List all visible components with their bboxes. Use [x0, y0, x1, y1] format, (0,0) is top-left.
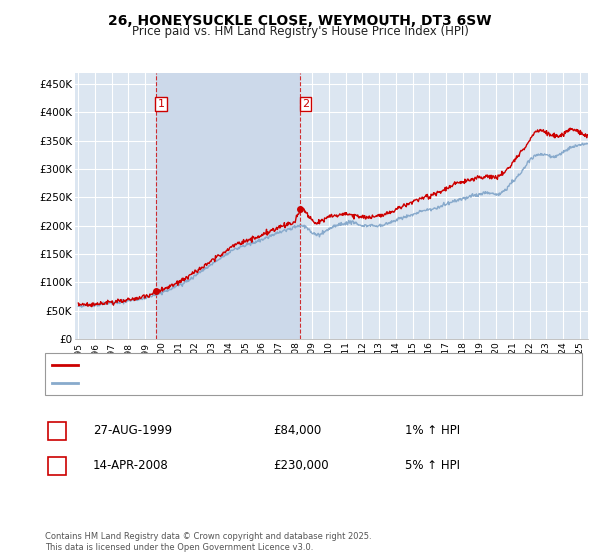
Text: 1: 1 [158, 99, 165, 109]
Text: 26, HONEYSUCKLE CLOSE, WEYMOUTH, DT3 6SW: 26, HONEYSUCKLE CLOSE, WEYMOUTH, DT3 6SW [108, 14, 492, 28]
Text: 26, HONEYSUCKLE CLOSE, WEYMOUTH, DT3 6SW (semi-detached house): 26, HONEYSUCKLE CLOSE, WEYMOUTH, DT3 6SW… [84, 361, 448, 370]
Text: 5% ↑ HPI: 5% ↑ HPI [405, 459, 460, 473]
Text: Contains HM Land Registry data © Crown copyright and database right 2025.
This d: Contains HM Land Registry data © Crown c… [45, 532, 371, 552]
Bar [156, 73, 300, 339]
Text: 2: 2 [53, 459, 61, 473]
Text: £230,000: £230,000 [273, 459, 329, 473]
Text: £84,000: £84,000 [273, 424, 321, 437]
Text: Price paid vs. HM Land Registry's House Price Index (HPI): Price paid vs. HM Land Registry's House … [131, 25, 469, 38]
Text: 2: 2 [302, 99, 309, 109]
Text: 1: 1 [53, 424, 61, 437]
Text: 1% ↑ HPI: 1% ↑ HPI [405, 424, 460, 437]
Text: 14-APR-2008: 14-APR-2008 [93, 459, 169, 473]
Text: 27-AUG-1999: 27-AUG-1999 [93, 424, 172, 437]
Text: HPI: Average price, semi-detached house, Dorset: HPI: Average price, semi-detached house,… [84, 378, 329, 388]
